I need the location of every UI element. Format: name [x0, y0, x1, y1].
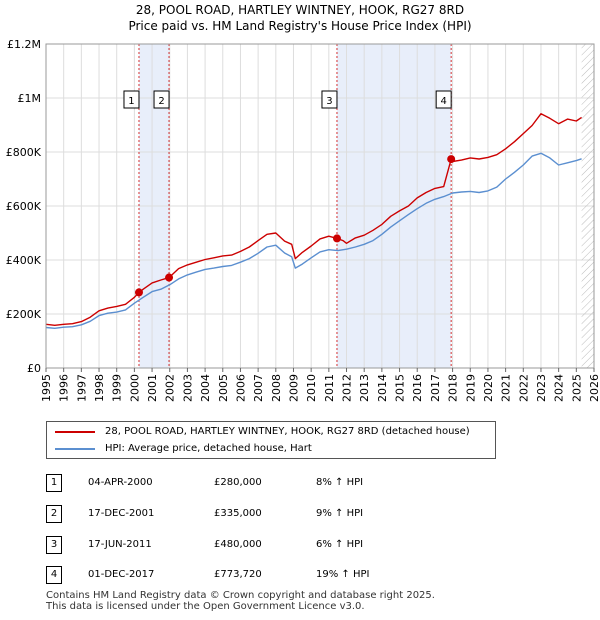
transaction-label-box	[153, 90, 170, 109]
chart-title: 28, POOL ROAD, HARTLEY WINTNEY, HOOK, RG…	[135, 3, 465, 17]
transaction-point	[447, 155, 456, 164]
y-tick-label: £400K	[6, 254, 42, 267]
x-tick-label: 2010	[305, 374, 318, 402]
x-tick-label: 2012	[341, 374, 354, 402]
y-tick-label: £0	[27, 362, 41, 375]
transaction-number-badge: 1	[46, 474, 62, 492]
x-tick-label: 2026	[588, 374, 600, 402]
x-tick-label: 2008	[270, 374, 283, 402]
transaction-point	[134, 288, 143, 297]
x-tick-label: 2003	[181, 374, 194, 402]
footer-copyright: Contains HM Land Registry data © Crown c…	[46, 590, 435, 601]
attribution-footer: Contains HM Land Registry data © Crown c…	[46, 590, 435, 612]
x-tick-label: 2025	[570, 374, 583, 402]
x-tick-label: 1996	[58, 374, 71, 402]
x-tick-label: 2009	[287, 374, 300, 402]
transaction-label-box	[123, 90, 140, 109]
forecast-hatch	[581, 44, 594, 368]
x-tick-label: 2015	[394, 374, 407, 402]
transaction-label-number: 4	[440, 96, 446, 107]
transaction-price: £335,000	[214, 508, 262, 519]
legend-swatch-property	[55, 431, 95, 433]
transaction-number-badge: 3	[46, 536, 62, 554]
transaction-hpi-change: 19% ↑ HPI	[316, 569, 370, 580]
x-tick-label: 2019	[464, 374, 477, 402]
table-row: 4 01-DEC-2017 £773,720 19% ↑ HPI	[46, 566, 466, 584]
transaction-date: 04-APR-2000	[88, 477, 153, 488]
x-tick-label: 1999	[111, 374, 124, 402]
transaction-date: 17-DEC-2001	[88, 508, 155, 519]
y-tick-label: £600K	[6, 200, 42, 213]
transaction-point	[165, 273, 174, 282]
x-tick-label: 2023	[535, 374, 548, 402]
hpi-line	[45, 152, 582, 329]
transaction-label-number: 3	[326, 96, 332, 107]
x-tick-label: 2020	[482, 374, 495, 402]
x-tick-label: 2005	[217, 374, 230, 402]
transaction-date: 01-DEC-2017	[88, 569, 155, 580]
x-tick-label: 2017	[429, 374, 442, 402]
x-tick-label: 2018	[447, 374, 460, 402]
x-tick-label: 2002	[164, 374, 177, 402]
transaction-label-number: 2	[158, 96, 164, 107]
x-tick-label: 2001	[146, 374, 159, 402]
property-price-line	[45, 112, 582, 326]
x-tick-label: 2000	[128, 374, 141, 402]
transaction-point	[332, 234, 341, 243]
transaction-hpi-change: 9% ↑ HPI	[316, 508, 364, 519]
transaction-label: 3	[321, 90, 338, 109]
y-tick-label: £1M	[18, 92, 42, 105]
table-row: 3 17-JUN-2011 £480,000 6% ↑ HPI	[46, 536, 466, 554]
transaction-date: 17-JUN-2011	[88, 539, 152, 550]
transaction-label: 2	[153, 90, 170, 109]
transaction-number-badge: 4	[46, 566, 62, 584]
x-tick-label: 2022	[517, 374, 530, 402]
chart-subtitle: Price paid vs. HM Land Registry's House …	[128, 19, 472, 33]
legend-swatch-hpi	[55, 448, 95, 450]
y-tick-label: £200K	[6, 308, 42, 321]
transaction-hpi-change: 6% ↑ HPI	[316, 539, 364, 550]
transaction-label-box	[321, 90, 338, 109]
table-row: 2 17-DEC-2001 £335,000 9% ↑ HPI	[46, 505, 466, 523]
transaction-number-badge: 2	[46, 505, 62, 523]
y-tick-label: £800K	[6, 146, 42, 159]
chart-legend: 28, POOL ROAD, HARTLEY WINTNEY, HOOK, RG…	[46, 421, 496, 459]
transaction-label: 1	[123, 90, 140, 109]
legend-label-property: 28, POOL ROAD, HARTLEY WINTNEY, HOOK, RG…	[105, 426, 470, 437]
y-tick-label: £1.2M	[7, 38, 41, 51]
legend-label-hpi: HPI: Average price, detached house, Hart	[105, 443, 312, 454]
transaction-label-number: 1	[128, 96, 134, 107]
plot-border	[45, 43, 595, 369]
x-tick-label: 2016	[411, 374, 424, 402]
x-tick-label: 2004	[199, 374, 212, 402]
table-row: 1 04-APR-2000 £280,000 8% ↑ HPI	[46, 474, 466, 492]
x-tick-label: 2007	[252, 374, 265, 402]
x-tick-label: 2006	[234, 374, 247, 402]
footer-license: This data is licensed under the Open Gov…	[46, 601, 365, 612]
x-tick-label: 1997	[75, 374, 88, 402]
transaction-price: £773,720	[214, 569, 262, 580]
x-tick-label: 2013	[358, 374, 371, 402]
x-tick-label: 2021	[500, 374, 513, 402]
x-tick-label: 2014	[376, 374, 389, 402]
transaction-hpi-change: 8% ↑ HPI	[316, 477, 364, 488]
price-chart: 1 2 3 4 £0 £200K £400K £600K £800K £1M £1.2M 1995…	[6, 38, 600, 402]
x-tick-label: 2011	[323, 374, 336, 402]
transaction-label-box	[435, 90, 452, 109]
x-tick-label: 2024	[553, 374, 566, 402]
x-tick-label: 1995	[40, 374, 53, 402]
transaction-label: 4	[435, 90, 452, 109]
x-tick-label: 1998	[93, 374, 106, 402]
transaction-price: £280,000	[214, 477, 262, 488]
transaction-price: £480,000	[214, 539, 262, 550]
